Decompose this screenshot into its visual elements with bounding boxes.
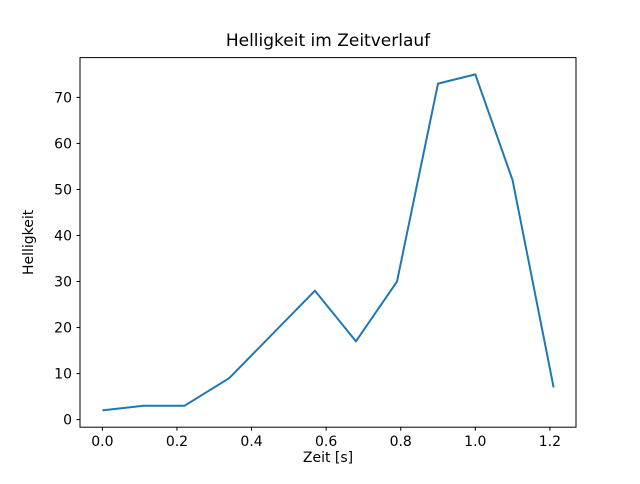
x-tick-label: 1.2 — [539, 434, 561, 450]
x-axis-label: Zeit [s] — [303, 450, 353, 466]
y-axis-label: Helligkeit — [21, 209, 37, 275]
axes-spines — [79, 57, 577, 428]
y-tick-label: 0 — [63, 413, 72, 429]
x-tick-label: 0.0 — [91, 434, 113, 450]
x-tick-label: 0.6 — [315, 434, 337, 450]
y-tick-label: 60 — [54, 136, 72, 152]
x-tick-label: 0.4 — [240, 434, 262, 450]
y-tick-label: 20 — [54, 321, 72, 337]
y-tick-label: 50 — [54, 182, 72, 198]
y-tick-label: 70 — [54, 90, 72, 106]
chart-title: Helligkeit im Zeitverlauf — [226, 31, 431, 51]
tick-layer: 0.0 0.2 0.4 0.6 0.8 1.0 1.2 0 10 20 30 40 50 60 70 — [54, 90, 561, 450]
x-tick-label: 0.8 — [390, 434, 412, 450]
y-tick-label: 40 — [54, 228, 72, 244]
plot-area — [80, 57, 576, 428]
x-tick-label: 1.0 — [464, 434, 486, 450]
y-tick-label: 30 — [54, 275, 72, 291]
y-tick-label: 10 — [54, 367, 72, 383]
data-line — [102, 73, 555, 412]
x-tick-label: 0.2 — [166, 434, 188, 450]
